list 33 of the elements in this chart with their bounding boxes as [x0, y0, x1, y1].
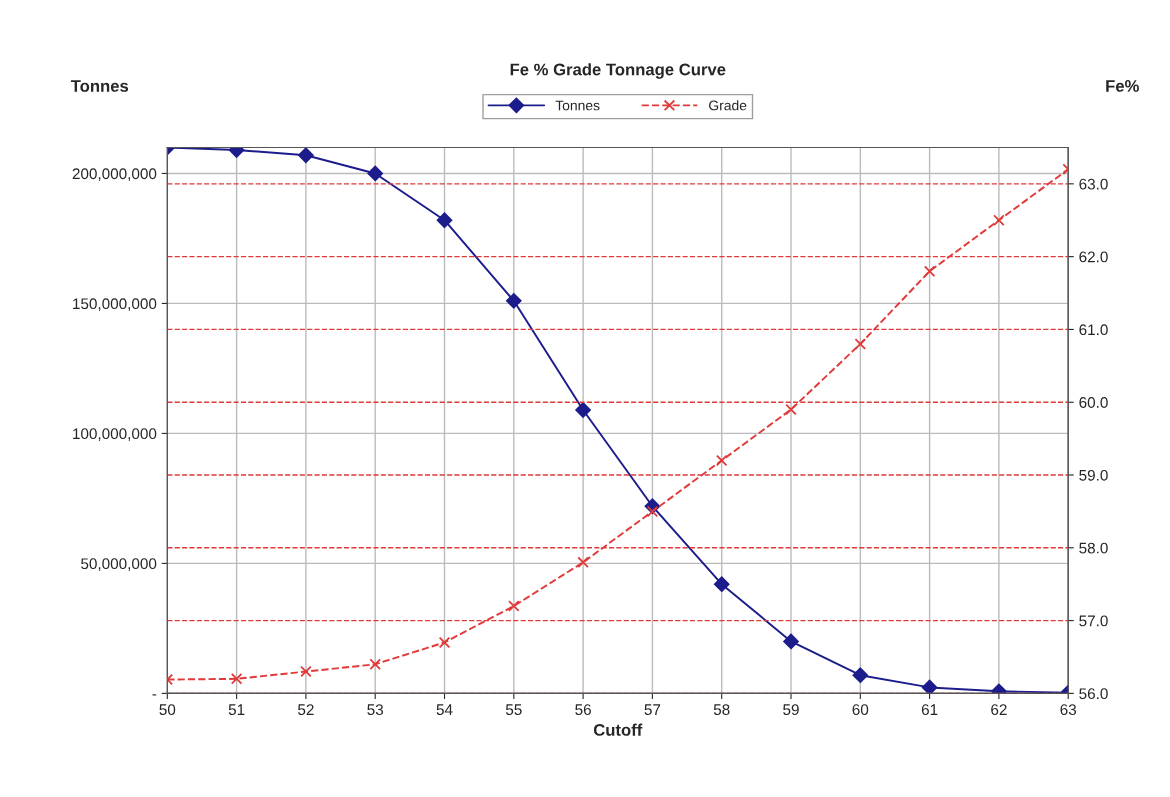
- x-tick-label: 62: [991, 704, 1007, 716]
- y-tick-label: -: [152, 694, 157, 696]
- x-tick-label: 61: [921, 704, 938, 716]
- x-tick-label: 50: [159, 704, 176, 716]
- legend-label: Tonnes: [555, 100, 600, 111]
- y2-tick-label: 61.0: [1079, 324, 1108, 336]
- y-tick-label: 150,000,000: [73, 298, 157, 311]
- x-tick-label: 52: [298, 704, 314, 716]
- y-tick-label: 200,000,000: [72, 168, 157, 181]
- x-tick-label: 60: [852, 704, 869, 716]
- x-tick-label: 63: [1060, 704, 1077, 716]
- x-tick-label: 58: [713, 704, 730, 716]
- y2-tick-label: 56.0: [1079, 688, 1108, 700]
- x-tick-label: 55: [505, 704, 522, 716]
- y2-tick-label: 58.0: [1079, 542, 1108, 554]
- y-axis-title: Tonnes: [70, 80, 129, 92]
- x-tick-label: 56: [575, 704, 591, 716]
- y2-tick-label: 59.0: [1079, 469, 1108, 481]
- y2-tick-label: 57.0: [1079, 615, 1108, 627]
- x-tick-label: 53: [367, 704, 384, 716]
- x-axis-title: Cutoff: [593, 723, 643, 736]
- y2-tick-label: 60.0: [1079, 397, 1108, 408]
- y2-tick-label: 62.0: [1079, 251, 1108, 263]
- chart-title: Fe % Grade Tonnage Curve: [510, 63, 726, 79]
- x-tick-label: 54: [436, 704, 453, 716]
- x-tick-label: 51: [228, 704, 245, 716]
- legend-label: Grade: [709, 100, 747, 111]
- y-tick-label: 50,000,000: [81, 558, 157, 571]
- y2-tick-label: 63.0: [1079, 178, 1108, 190]
- x-tick-label: 57: [644, 704, 661, 716]
- x-tick-label: 59: [783, 704, 799, 716]
- y-tick-label: 100,000,000: [73, 428, 157, 441]
- y2-axis-title: Fe%: [1106, 80, 1139, 92]
